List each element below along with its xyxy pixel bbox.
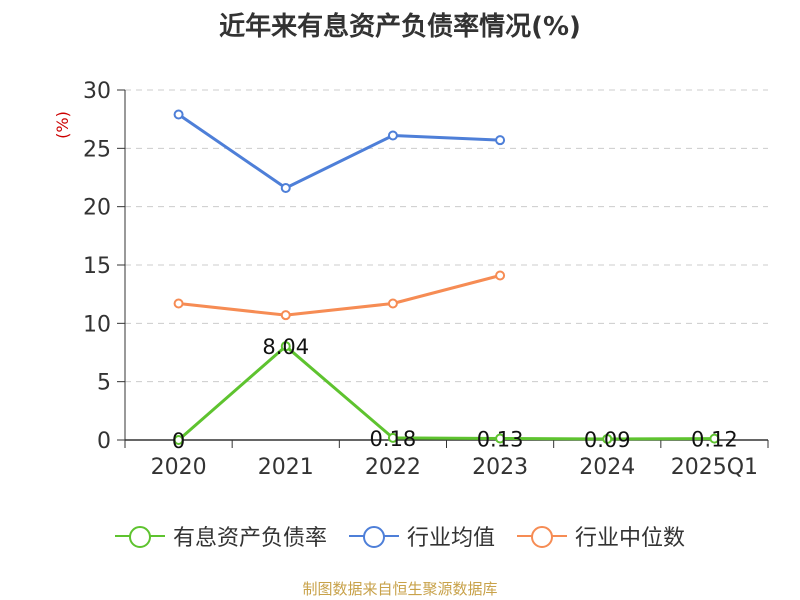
legend-marker-icon <box>114 524 165 548</box>
data-label: 0.18 <box>370 427 417 451</box>
legend-item[interactable]: 行业均值 <box>348 520 495 552</box>
axes: 0 5 10 15 20 25 30 2020 2021 2022 2023 2024 2025Q1 (%… <box>53 79 769 480</box>
legend-label: 行业中位数 <box>575 526 686 551</box>
legend-marker-icon <box>517 524 567 548</box>
y-tick-label: 30 <box>83 79 111 104</box>
data-point <box>709 433 720 444</box>
legend: 有息资产负债率 行业均值 行业中位数 <box>0 520 800 552</box>
y-tick-label: 5 <box>97 371 111 396</box>
data-point <box>387 298 398 309</box>
x-tick-label: 2022 <box>365 455 421 480</box>
data-point <box>173 298 184 309</box>
data-point <box>387 432 398 443</box>
data-label: 0.09 <box>584 428 631 452</box>
series-line <box>177 113 501 190</box>
data-point <box>280 341 291 352</box>
data-labels: 0 8.04 0.18 0.13 0.09 0.12 <box>172 335 738 453</box>
data-label: 0 <box>172 429 185 453</box>
y-tick-label: 20 <box>83 196 111 221</box>
legend-item[interactable]: 行业中位数 <box>517 520 685 552</box>
data-point <box>495 270 506 281</box>
legend-marker-icon <box>348 524 399 548</box>
series <box>173 109 720 445</box>
data-label: 0.13 <box>477 427 524 451</box>
y-tick-label: 15 <box>83 254 111 279</box>
chart-title: 近年来有息资产负债率情况(%) <box>219 12 581 42</box>
x-tick-label: 2023 <box>472 455 528 480</box>
y-tick-label: 25 <box>83 137 111 162</box>
legend-label: 有息资产负债率 <box>172 526 327 551</box>
data-point <box>387 130 398 141</box>
x-tick-label: 2025Q1 <box>671 455 758 480</box>
data-label: 8.04 <box>262 335 309 359</box>
series-line <box>178 274 501 317</box>
data-point <box>173 109 184 120</box>
data-point <box>280 310 291 321</box>
y-tick-label: 0 <box>97 429 111 454</box>
data-point <box>173 435 184 445</box>
y-axis-label: (%) <box>53 111 72 139</box>
source-note: 制图数据来自恒生聚源数据库 <box>302 580 498 598</box>
data-point <box>495 433 506 444</box>
grid-lines <box>125 89 768 383</box>
x-tick-label: 2021 <box>258 455 314 480</box>
data-label: 0.12 <box>691 428 738 452</box>
x-tick-label: 2024 <box>579 455 635 480</box>
legend-label: 行业均值 <box>406 526 495 551</box>
data-point <box>280 183 291 193</box>
x-tick-label: 2020 <box>151 455 207 480</box>
y-tick-label: 10 <box>83 312 111 337</box>
legend-item[interactable]: 有息资产负债率 <box>114 520 327 552</box>
data-point <box>602 433 613 444</box>
data-point <box>495 135 506 146</box>
series-line <box>177 344 715 442</box>
